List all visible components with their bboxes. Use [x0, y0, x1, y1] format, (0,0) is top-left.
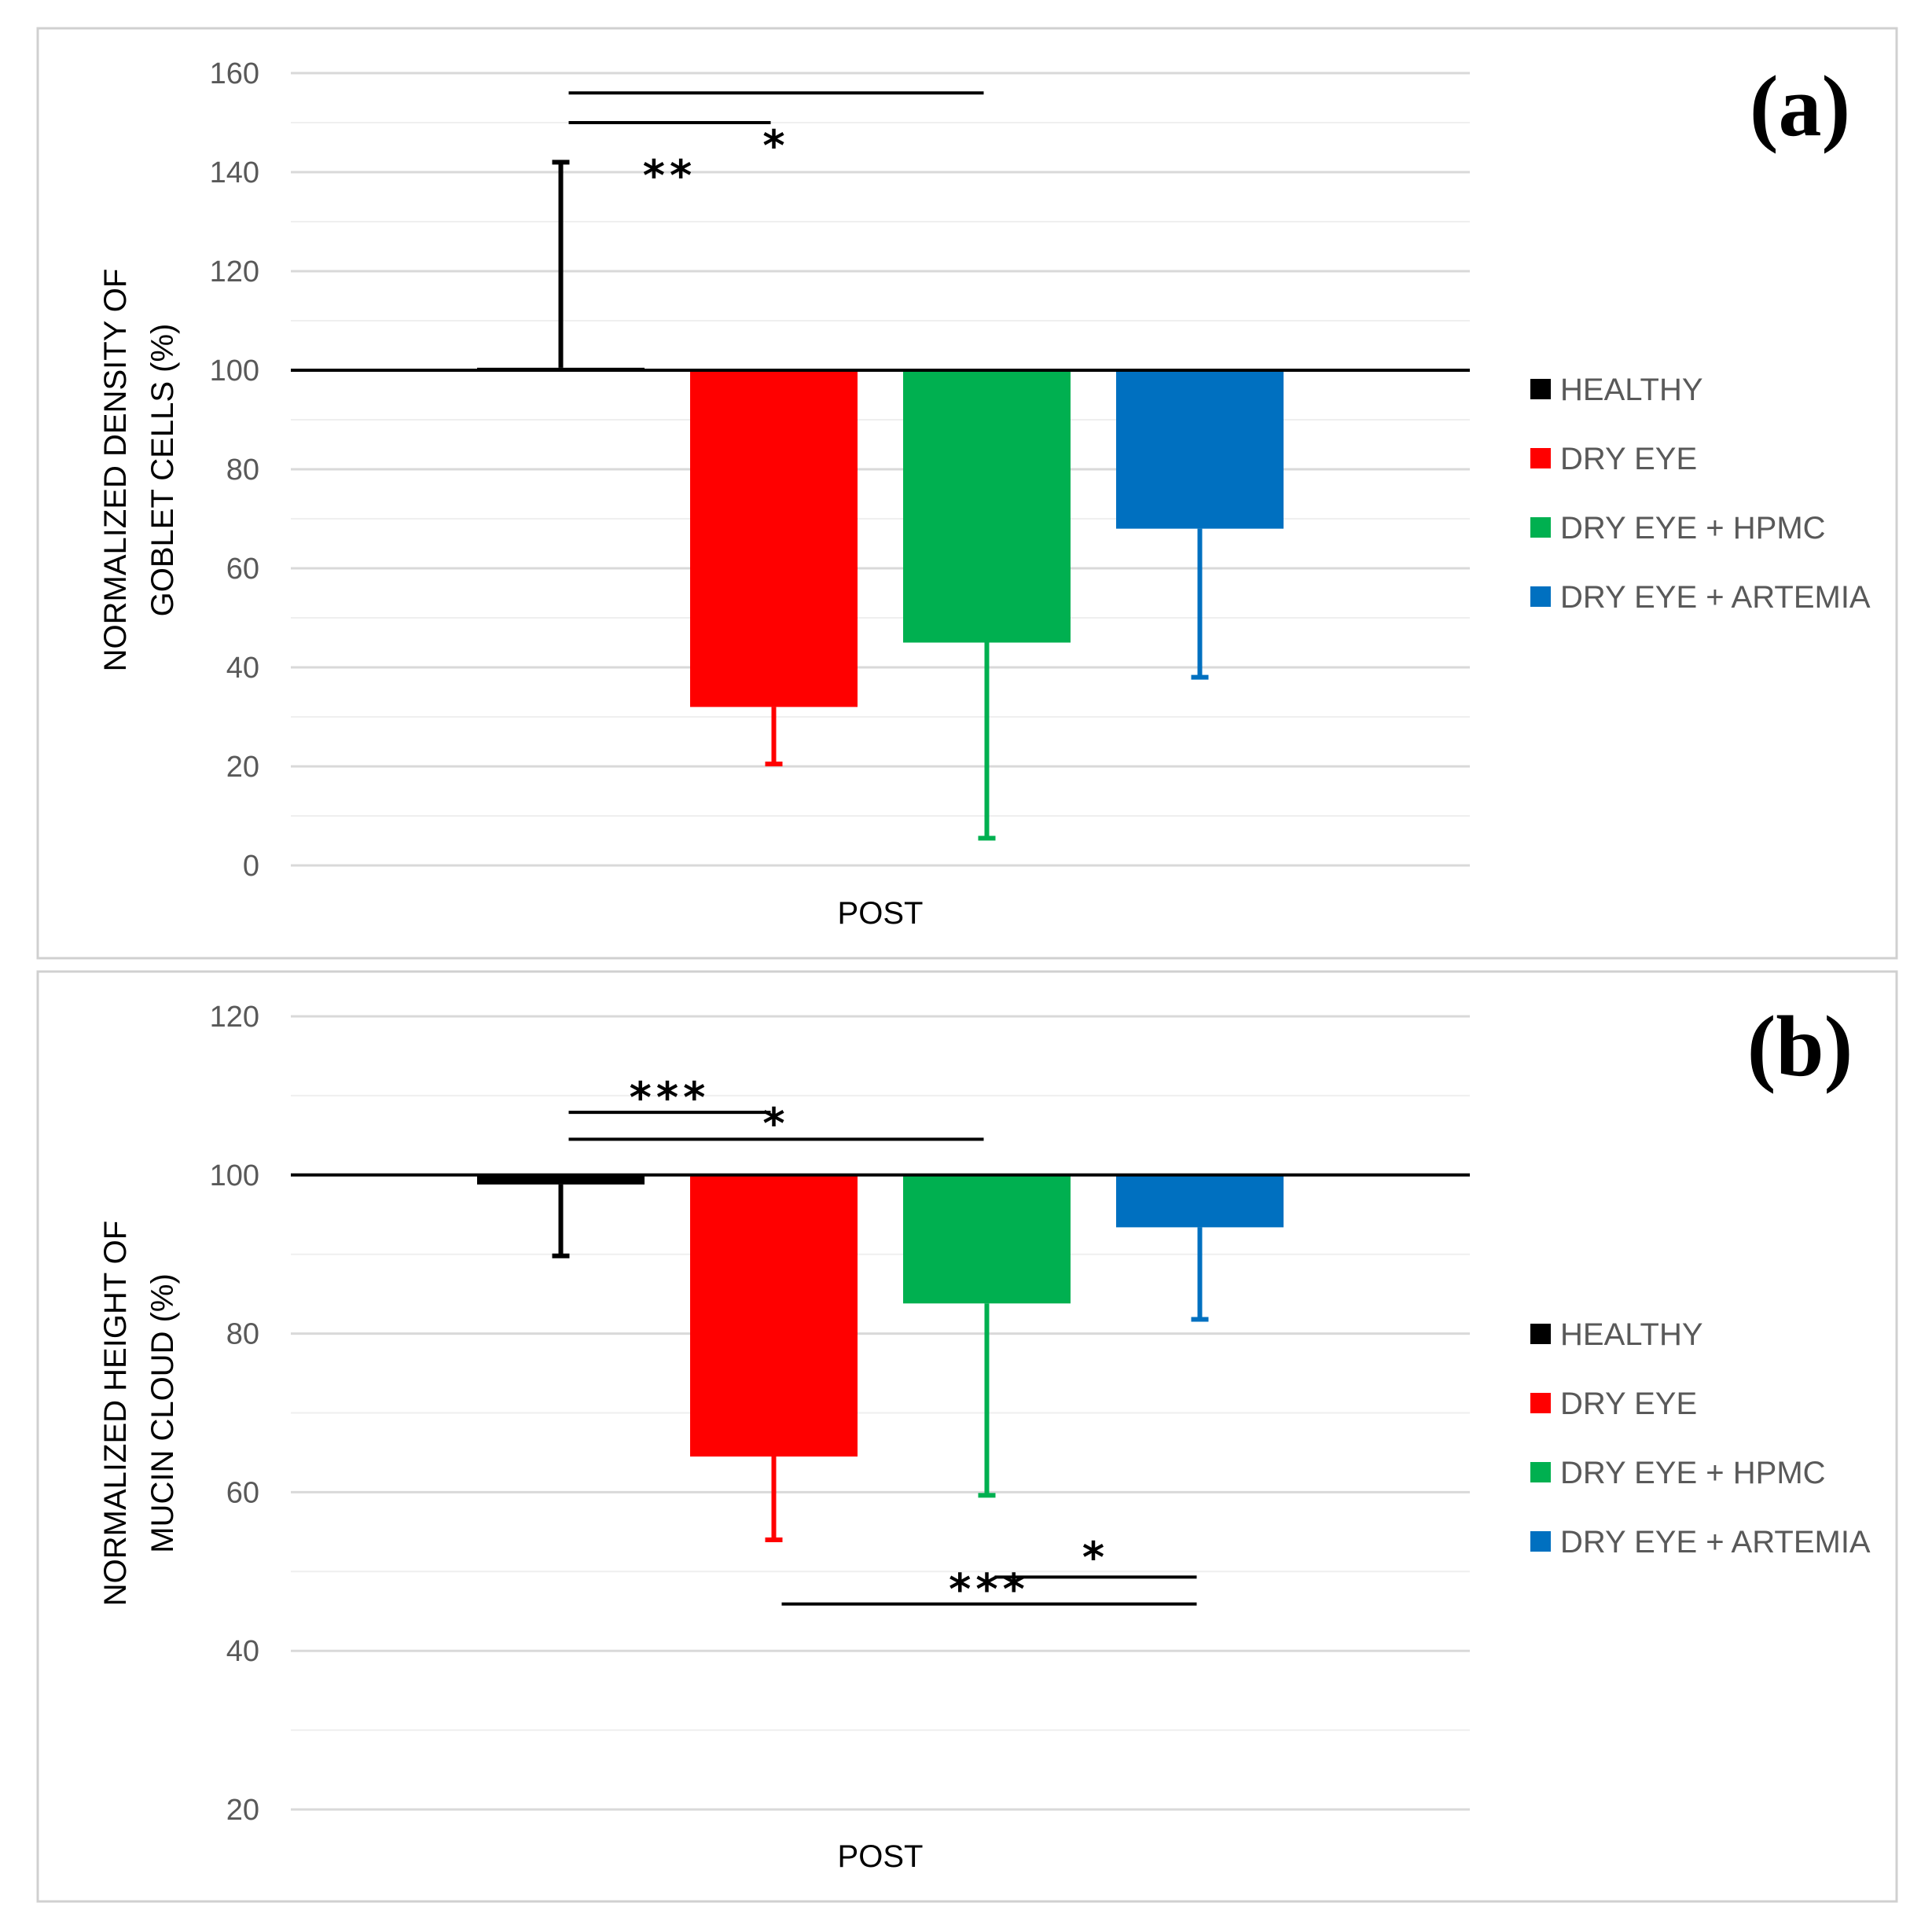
y-tick-label: 120 [210, 1001, 259, 1034]
legend-label: DRY EYE + ARTEMIA [1560, 1525, 1871, 1559]
legend-swatch [1530, 1531, 1551, 1552]
legend-label: DRY EYE + HPMC [1560, 511, 1826, 546]
bar-dry-eye [690, 370, 858, 707]
y-tick-label: 140 [210, 156, 259, 189]
significance-label: * [1082, 1533, 1109, 1582]
panel-label: (a) [1750, 58, 1850, 154]
y-tick-label: 120 [210, 255, 259, 288]
y-tick-label: 60 [226, 1476, 259, 1509]
y-tick-label: 100 [210, 1159, 259, 1192]
legend-swatch [1530, 1462, 1551, 1482]
legend-swatch [1530, 448, 1551, 468]
y-tick-label: 40 [226, 652, 259, 685]
y-tick-label: 20 [226, 1794, 259, 1827]
y-tick-label: 80 [226, 454, 259, 487]
bar-dry-eye-hpmc [903, 370, 1071, 643]
bar-dry-eye [690, 1174, 858, 1457]
y-tick-label: 0 [243, 850, 259, 883]
x-category-label: POST [838, 1839, 924, 1874]
y-axis-title-line: MUCIN CLOUD (%) [145, 1273, 180, 1553]
legend-swatch [1530, 1324, 1551, 1344]
significance-label: * [762, 121, 789, 171]
legend-swatch [1530, 379, 1551, 399]
panel-label: (b) [1747, 998, 1853, 1094]
y-axis-title: NORMALIZED DENSITY OF GOBLET CELLS (%) [98, 269, 180, 672]
y-tick-label: 20 [226, 751, 259, 784]
legend-swatch [1530, 517, 1551, 538]
y-tick-label: 100 [210, 355, 259, 388]
y-axis-title-line: NORMALIZED DENSITY OF [98, 269, 133, 672]
legend-label: HEALTHY [1560, 373, 1703, 407]
legend-label: DRY EYE + ARTEMIA [1560, 580, 1871, 615]
bar-healthy [477, 1174, 645, 1185]
y-axis-title: NORMALIZED HEIGHT OF MUCIN CLOUD (%) [98, 1221, 180, 1606]
legend-label: DRY EYE [1560, 442, 1697, 476]
panel-b-frame [36, 970, 1898, 1903]
y-tick-label: 160 [210, 57, 259, 90]
y-axis-title-line: GOBLET CELLS (%) [145, 324, 180, 617]
y-tick-label: 80 [226, 1318, 259, 1351]
bar-dry-eye-artemia [1116, 370, 1284, 529]
significance-label: ** [643, 151, 696, 200]
significance-label: *** [630, 1073, 711, 1122]
legend-swatch [1530, 586, 1551, 607]
significance-label: *** [949, 1564, 1030, 1614]
legend-swatch [1530, 1393, 1551, 1413]
bar-dry-eye-hpmc [903, 1174, 1071, 1304]
significance-label: * [762, 1099, 789, 1148]
legend-label: DRY EYE + HPMC [1560, 1456, 1826, 1490]
legend-label: HEALTHY [1560, 1317, 1703, 1352]
bar-dry-eye-artemia [1116, 1174, 1284, 1228]
x-category-label: POST [838, 896, 924, 931]
y-tick-label: 60 [226, 553, 259, 586]
y-axis-title-line: NORMALIZED HEIGHT OF [98, 1221, 133, 1606]
legend-label: DRY EYE [1560, 1387, 1697, 1421]
y-tick-label: 40 [226, 1635, 259, 1668]
